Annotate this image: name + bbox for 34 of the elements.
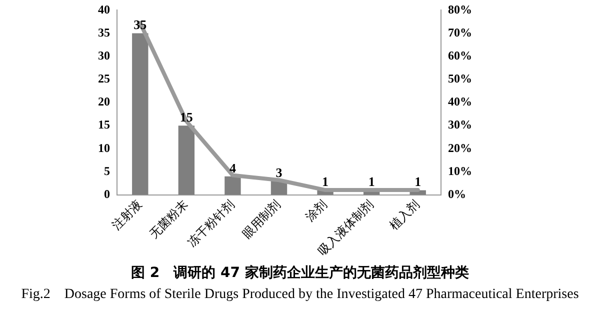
y-tick-label: 40 xyxy=(98,2,110,16)
y2-tick-label: 30% xyxy=(448,118,472,132)
data-label: 15 xyxy=(180,110,194,124)
text: 图 2 调研的 47 家制药企业生产的无菌药品剂型种类 xyxy=(130,264,470,282)
y-tick-label: 30 xyxy=(98,48,110,62)
data-label: 4 xyxy=(229,160,236,176)
data-label: 35 xyxy=(134,17,148,32)
y2-tick-label: 10% xyxy=(448,164,472,178)
bar xyxy=(178,126,195,195)
bar xyxy=(224,176,241,195)
y-tick-label: 10 xyxy=(98,140,110,155)
y-tick-label: 20 xyxy=(98,94,110,109)
x-tick-label: 注射液 xyxy=(109,197,144,233)
y2-tick-label: 50% xyxy=(448,72,472,86)
y-tick-label: 25 xyxy=(98,72,110,86)
x-tick-label: 植入剂 xyxy=(386,197,422,233)
y-tick-label: 0 xyxy=(104,187,110,201)
y-tick-label: 15 xyxy=(98,118,110,132)
text: Fig.2 Dosage Forms of Sterile Drugs Produced by the Investigated 47 Pharmaceutical Enterprises xyxy=(20,286,580,304)
y2-tick-label: 0% xyxy=(448,187,466,201)
y-tick-label: 5 xyxy=(104,164,110,178)
data-label: 1 xyxy=(322,174,329,190)
data-label: 3 xyxy=(276,164,283,180)
y-tick-label: 35 xyxy=(98,25,110,40)
y2-tick-label: 80% xyxy=(448,2,472,16)
y2-tick-label: 60% xyxy=(448,48,472,62)
x-tick-label: 涂剂 xyxy=(302,197,330,224)
x-tick-label: 眼用制剂 xyxy=(239,197,284,242)
y2-tick-label: 70% xyxy=(448,25,472,40)
data-label: 1 xyxy=(414,174,422,190)
bar xyxy=(132,33,148,195)
data-label: 1 xyxy=(368,174,375,190)
y2-tick-label: 40% xyxy=(448,94,472,109)
y2-tick-label: 20% xyxy=(448,140,472,155)
